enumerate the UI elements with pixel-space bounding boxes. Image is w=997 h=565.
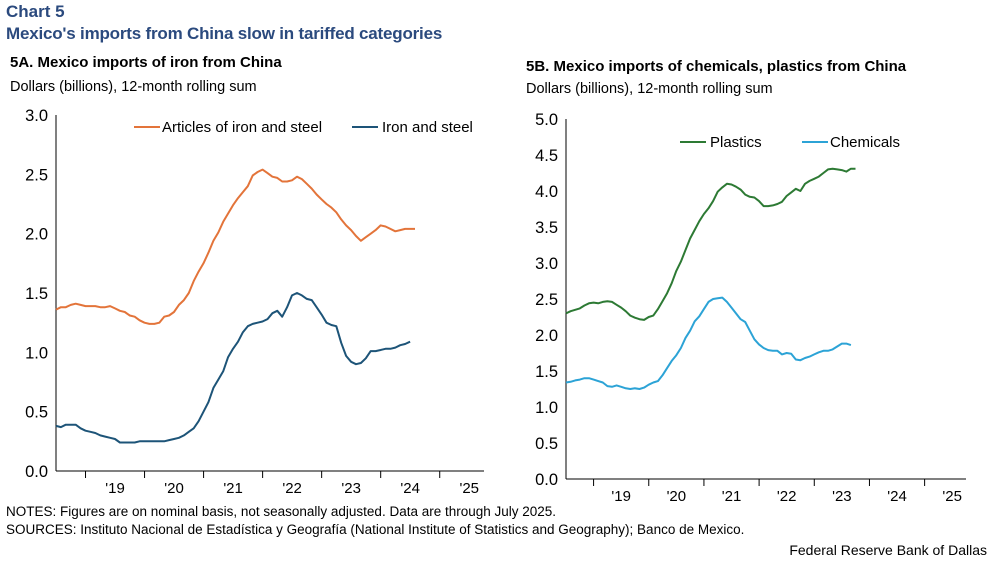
panel-b-ytick-label: 4.0 [535, 183, 558, 201]
panel-b-title: 5B. Mexico imports of chemicals, plastic… [526, 58, 907, 75]
notes-text: NOTES: Figures are on nominal basis, not… [6, 504, 557, 519]
panel-a-xtick-label: '23 [341, 480, 361, 497]
panel-b-ytick-label: 1.0 [535, 399, 558, 417]
panel-b-xtick-label: '24 [887, 488, 907, 505]
panel-b-ytick-label: 3.0 [535, 255, 558, 273]
panel-a-xtick-label: '20 [164, 480, 184, 497]
panel-b-ytick-label: 3.5 [535, 219, 558, 237]
panel-a-xtick-label: '19 [105, 480, 125, 497]
panel-b-xtick-label: '21 [722, 488, 742, 505]
chart-number: Chart 5 [6, 2, 65, 21]
panel-a-ytick-label: 0.0 [25, 463, 48, 481]
panel-b-xtick-label: '25 [942, 488, 962, 505]
panel-a-series-articles-of-iron-and-steel-line [55, 168, 415, 325]
panel-a-ytick-label: 1.5 [25, 285, 48, 303]
panel-a-legend-label-iron-and-steel: Iron and steel [382, 119, 473, 136]
panel-b-ytick-label: 2.0 [535, 327, 558, 345]
panel-a-xtick-label: '21 [223, 480, 243, 497]
panel-a-series-iron-and-steel-line [55, 292, 411, 444]
panel-a-ytick-label: 3.0 [25, 107, 48, 125]
panel-b-xtick-label: '20 [667, 488, 687, 505]
panel-a-ytick-label: 1.0 [25, 344, 48, 362]
panel-a-ytick-label: 0.5 [25, 404, 48, 422]
panel-b-xtick-label: '19 [611, 488, 631, 505]
panel-b-ytick-label: 4.5 [535, 147, 558, 165]
panel-b-unit: Dollars (billions), 12-month rolling sum [526, 81, 773, 97]
panel-b-chart: 0.0 0.5 1.0 1.5 2.0 2.5 3.0 3.5 4.0 4.5 5.0 '19 '20 '… [535, 111, 966, 505]
panel-b-legend-label-chemicals: Chemicals [830, 134, 900, 151]
panel-a-ytick-label: 2.5 [25, 166, 48, 184]
sources-text: SOURCES: Instituto Nacional de Estadísti… [6, 522, 745, 537]
panel-a-chart: 0.0 0.5 1.0 1.5 2.0 2.5 3.0 '19 '20 '21 '22 '23 '24 '… [25, 107, 484, 497]
panel-b-ytick-label: 0.5 [535, 435, 558, 453]
panel-b-series-plastics-line [565, 167, 856, 321]
credit-text: Federal Reserve Bank of Dallas [789, 542, 987, 558]
panel-b-series-chemicals-line [565, 296, 852, 390]
panel-a-legend-label-articles-of-iron-and-steel: Articles of iron and steel [162, 119, 322, 136]
panel-b-xtick-label: '23 [832, 488, 852, 505]
chart-title: Mexico's imports from China slow in tari… [6, 24, 443, 43]
panel-a-xtick-label: '22 [282, 480, 302, 497]
panel-a-xtick-label: '24 [400, 480, 420, 497]
panel-b-legend-label-plastics: Plastics [710, 134, 762, 151]
panel-a-title: 5A. Mexico imports of iron from China [10, 54, 282, 71]
panel-b-ytick-label: 1.5 [535, 363, 558, 381]
panel-b-ytick-label: 2.5 [535, 291, 558, 309]
panel-a-unit: Dollars (billions), 12-month rolling sum [10, 79, 257, 95]
panel-a-xtick-label: '25 [459, 480, 479, 497]
panel-b-ytick-label: 5.0 [535, 111, 558, 129]
panel-b-ytick-label: 0.0 [535, 471, 558, 489]
panel-b-xtick-label: '22 [777, 488, 797, 505]
panel-a-ytick-label: 2.0 [25, 226, 48, 244]
